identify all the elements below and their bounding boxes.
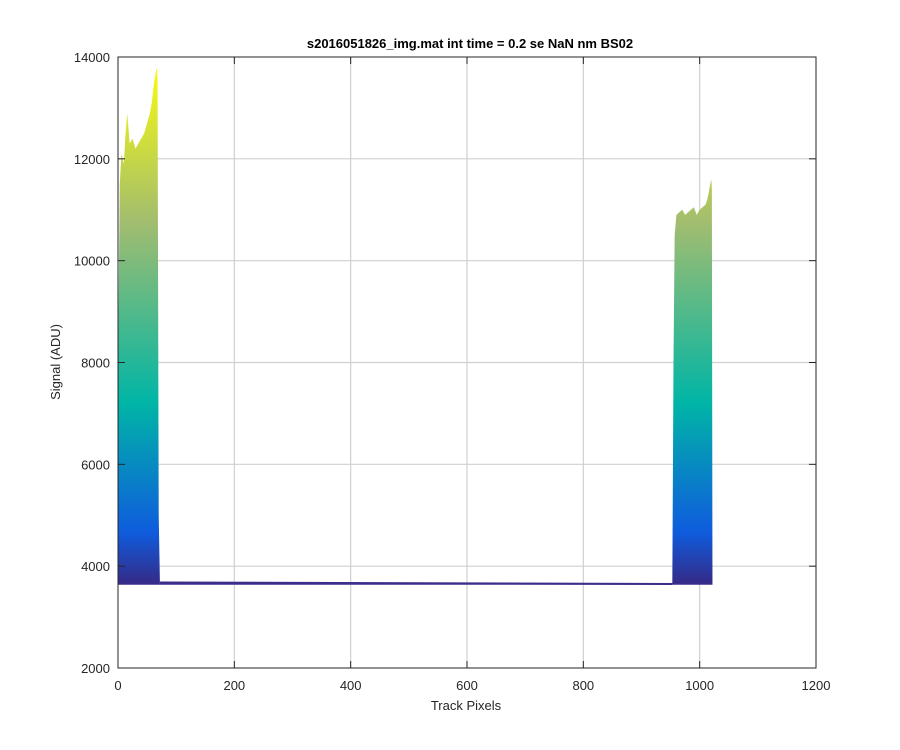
x-tick-label-6: 1200 <box>802 678 831 693</box>
signal-region-1 <box>672 179 713 584</box>
y-tick-label-2: 6000 <box>81 457 110 472</box>
signal-region-0 <box>118 67 160 584</box>
y-tick-label-4: 10000 <box>74 254 110 269</box>
axes-layer <box>117 56 817 669</box>
y-tick-label-0: 2000 <box>81 661 110 676</box>
y-axis-label: Signal (ADU) <box>48 324 63 400</box>
tick-label-layer: 0 200 400 600 800 1000 1200 2000 4000 6000 8000 100… <box>74 50 831 693</box>
x-tick-label-3: 600 <box>456 678 478 693</box>
y-tick-label-6: 14000 <box>74 50 110 65</box>
x-axis-label: Track Pixels <box>431 698 502 713</box>
chart-title: s2016051826_img.mat int time = 0.2 se Na… <box>307 36 633 51</box>
x-tick-label-1: 200 <box>223 678 245 693</box>
y-tick-label-5: 12000 <box>74 152 110 167</box>
x-tick-label-4: 800 <box>572 678 594 693</box>
y-tick-label-3: 8000 <box>81 356 110 371</box>
data-layer <box>118 67 713 585</box>
y-tick-label-1: 4000 <box>81 559 110 574</box>
x-tick-label-5: 1000 <box>685 678 714 693</box>
x-tick-label-2: 400 <box>340 678 362 693</box>
x-tick-label-0: 0 <box>114 678 121 693</box>
